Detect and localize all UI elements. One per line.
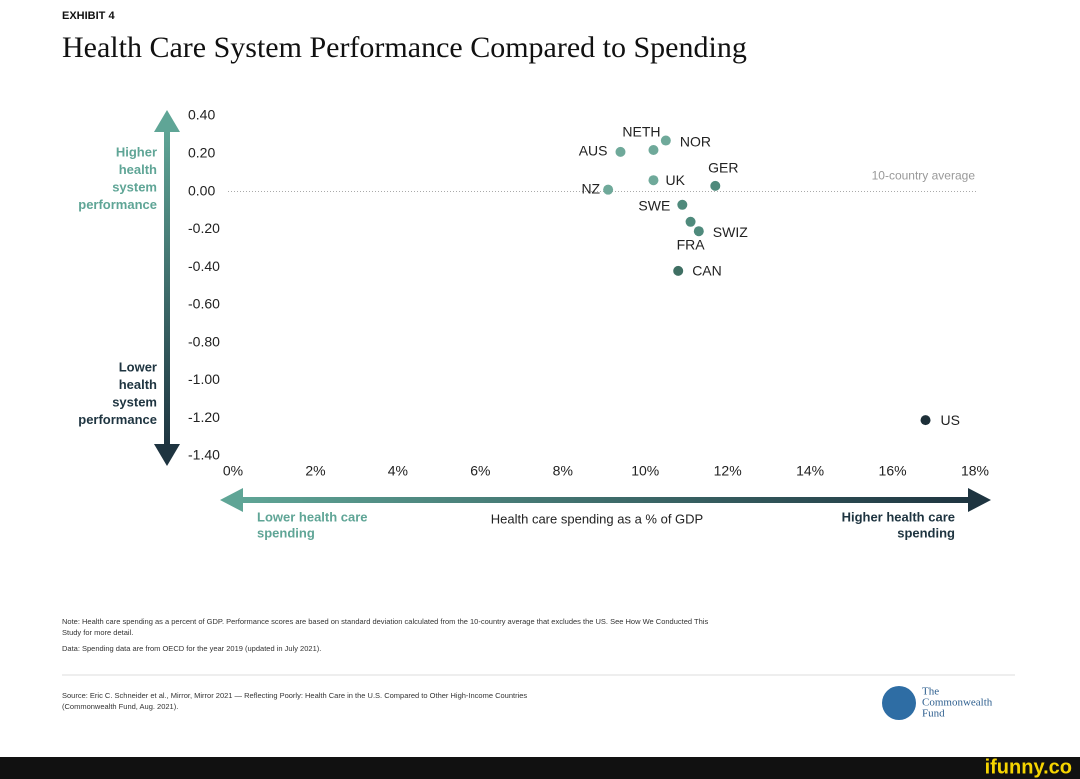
y-tick-label: -0.80 (188, 333, 220, 349)
point (677, 199, 688, 210)
y-tick-label: -0.60 (188, 296, 220, 312)
axis-side-label: Higher (116, 144, 157, 159)
axis-side-label: Lower health care (257, 509, 368, 524)
point-label: UK (665, 172, 685, 188)
point (673, 265, 684, 276)
point-label: FRA (677, 236, 706, 252)
axis-side-label: health (119, 162, 157, 177)
source: (Commonwealth Fund, Aug. 2021). (62, 702, 178, 711)
axis-side-label: performance (78, 197, 157, 212)
point-label: SWIZ (713, 224, 748, 240)
y-tick-label: -1.20 (188, 409, 220, 425)
note: Note: Health care spending as a percent … (62, 617, 708, 626)
source: Source: Eric C. Schneider et al., Mirror… (62, 691, 527, 700)
x-tick-label: 10% (631, 463, 659, 479)
point-label: AUS (579, 143, 608, 159)
note: Study for more detail. (62, 628, 133, 637)
exhibit-label: EXHIBIT 4 (62, 10, 115, 22)
point-label: NETH (622, 124, 660, 140)
point (648, 175, 659, 186)
y-arrow-shaft (164, 130, 170, 446)
axis-side-label: performance (78, 412, 157, 427)
point (660, 135, 671, 146)
x-tick-label: 12% (714, 463, 742, 479)
point-label: SWE (638, 197, 670, 213)
axis-side-label: Higher health care (842, 509, 955, 524)
logo-text: Fund (922, 708, 945, 720)
x-tick-label: 16% (879, 463, 907, 479)
x-tick-label: 2% (305, 463, 325, 479)
y-arrow-head (154, 110, 180, 132)
point-label: NZ (581, 180, 600, 196)
point (693, 226, 704, 237)
point-label: GER (708, 160, 738, 176)
axis-side-label: health (119, 377, 157, 392)
logo-mark (882, 686, 916, 720)
y-tick-label: 0.40 (188, 107, 215, 123)
point (603, 184, 614, 195)
x-axis-title: Health care spending as a % of GDP (491, 511, 703, 526)
point-label: US (941, 412, 960, 428)
point (710, 180, 721, 191)
y-tick-label: -0.20 (188, 220, 220, 236)
logo-text: The (922, 686, 939, 698)
y-tick-label: -0.40 (188, 258, 220, 274)
x-tick-label: 8% (553, 463, 573, 479)
point (920, 415, 931, 426)
watermark-bar (0, 757, 1080, 779)
x-tick-label: 4% (388, 463, 408, 479)
watermark: ifunny.co (985, 756, 1072, 778)
axis-side-label: spending (257, 525, 315, 540)
y-tick-label: 0.00 (188, 182, 215, 198)
axis-side-label: system (112, 179, 157, 194)
axis-side-label: Lower (119, 359, 157, 374)
axis-side-label: spending (897, 525, 955, 540)
y-tick-label: -1.00 (188, 371, 220, 387)
x-tick-label: 6% (470, 463, 490, 479)
data-note: Data: Spending data are from OECD for th… (62, 644, 321, 653)
x-arrow-head (220, 488, 243, 512)
y-tick-label: -1.40 (188, 447, 220, 463)
logo-text: Commonwealth (922, 697, 993, 709)
axis-side-label: system (112, 394, 157, 409)
point (685, 216, 696, 227)
chart-title: Health Care System Performance Compared … (62, 31, 747, 64)
x-arrow-shaft (240, 497, 972, 503)
point-label: CAN (692, 263, 722, 279)
point (615, 146, 626, 157)
x-tick-label: 0% (223, 463, 243, 479)
point (648, 145, 659, 155)
x-arrow-head (968, 488, 991, 512)
x-tick-label: 18% (961, 463, 989, 479)
point-label: NOR (680, 133, 711, 149)
y-arrow-head (154, 444, 180, 466)
reference-label: 10-country average (872, 169, 976, 183)
y-tick-label: 0.20 (188, 144, 215, 160)
x-tick-label: 14% (796, 463, 824, 479)
